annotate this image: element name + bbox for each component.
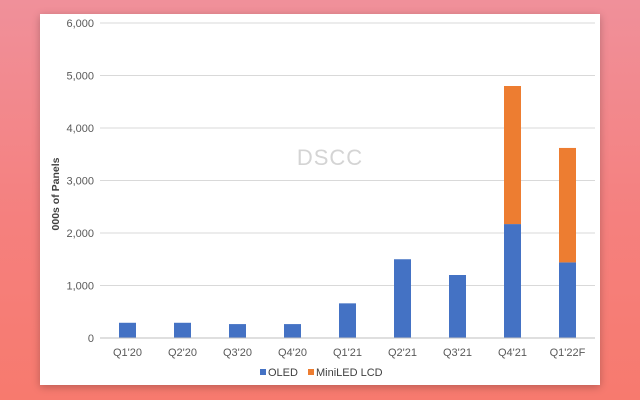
x-tick-label: Q1'20 bbox=[113, 347, 142, 359]
bar-oled bbox=[504, 224, 521, 338]
y-axis-ticks: 0 1,000 2,000 3,000 4,000 5,000 6,000 bbox=[66, 18, 94, 345]
y-tick-label: 5,000 bbox=[66, 71, 94, 83]
x-tick-label: Q2'20 bbox=[168, 347, 197, 359]
watermark: DSCC bbox=[297, 145, 363, 170]
bar-miniled-lcd bbox=[504, 86, 521, 225]
legend-label: OLED bbox=[268, 367, 298, 379]
bar-oled bbox=[284, 324, 301, 338]
legend-swatch bbox=[308, 369, 314, 375]
bar-oled bbox=[229, 324, 246, 338]
bar-oled bbox=[339, 303, 356, 338]
chart-card: 0 1,000 2,000 3,000 4,000 5,000 6,000 000s of … bbox=[40, 14, 600, 385]
x-tick-label: Q3'20 bbox=[223, 347, 252, 359]
y-tick-label: 6,000 bbox=[66, 18, 94, 30]
bar-oled bbox=[559, 262, 576, 338]
y-tick-label: 2,000 bbox=[66, 228, 94, 240]
bars bbox=[119, 86, 576, 338]
x-tick-label: Q4'21 bbox=[498, 347, 527, 359]
x-tick-label: Q1'22F bbox=[550, 347, 586, 359]
bar-oled bbox=[394, 259, 411, 338]
bar-chart: 0 1,000 2,000 3,000 4,000 5,000 6,000 000s of … bbox=[50, 18, 595, 379]
y-tick-label: 0 bbox=[88, 333, 94, 345]
x-tick-label: Q1'21 bbox=[333, 347, 362, 359]
y-tick-label: 3,000 bbox=[66, 176, 94, 188]
bar-oled bbox=[174, 322, 191, 338]
x-axis-ticks: Q1'20 Q2'20 Q3'20 Q4'20 Q1'21 Q2'21 Q3'21 Q4'21… bbox=[113, 347, 586, 359]
x-tick-label: Q3'21 bbox=[443, 347, 472, 359]
y-tick-label: 1,000 bbox=[66, 281, 94, 293]
y-axis-label: 000s of Panels bbox=[50, 157, 62, 230]
legend-label: MiniLED LCD bbox=[316, 367, 383, 379]
x-tick-label: Q2'21 bbox=[388, 347, 417, 359]
bar-oled bbox=[119, 322, 136, 338]
y-tick-label: 4,000 bbox=[66, 123, 94, 135]
x-tick-label: Q4'20 bbox=[278, 347, 307, 359]
legend-swatch bbox=[260, 369, 266, 375]
bar-miniled-lcd bbox=[559, 147, 576, 263]
bar-oled bbox=[449, 275, 466, 338]
legend: OLED MiniLED LCD bbox=[260, 367, 383, 379]
